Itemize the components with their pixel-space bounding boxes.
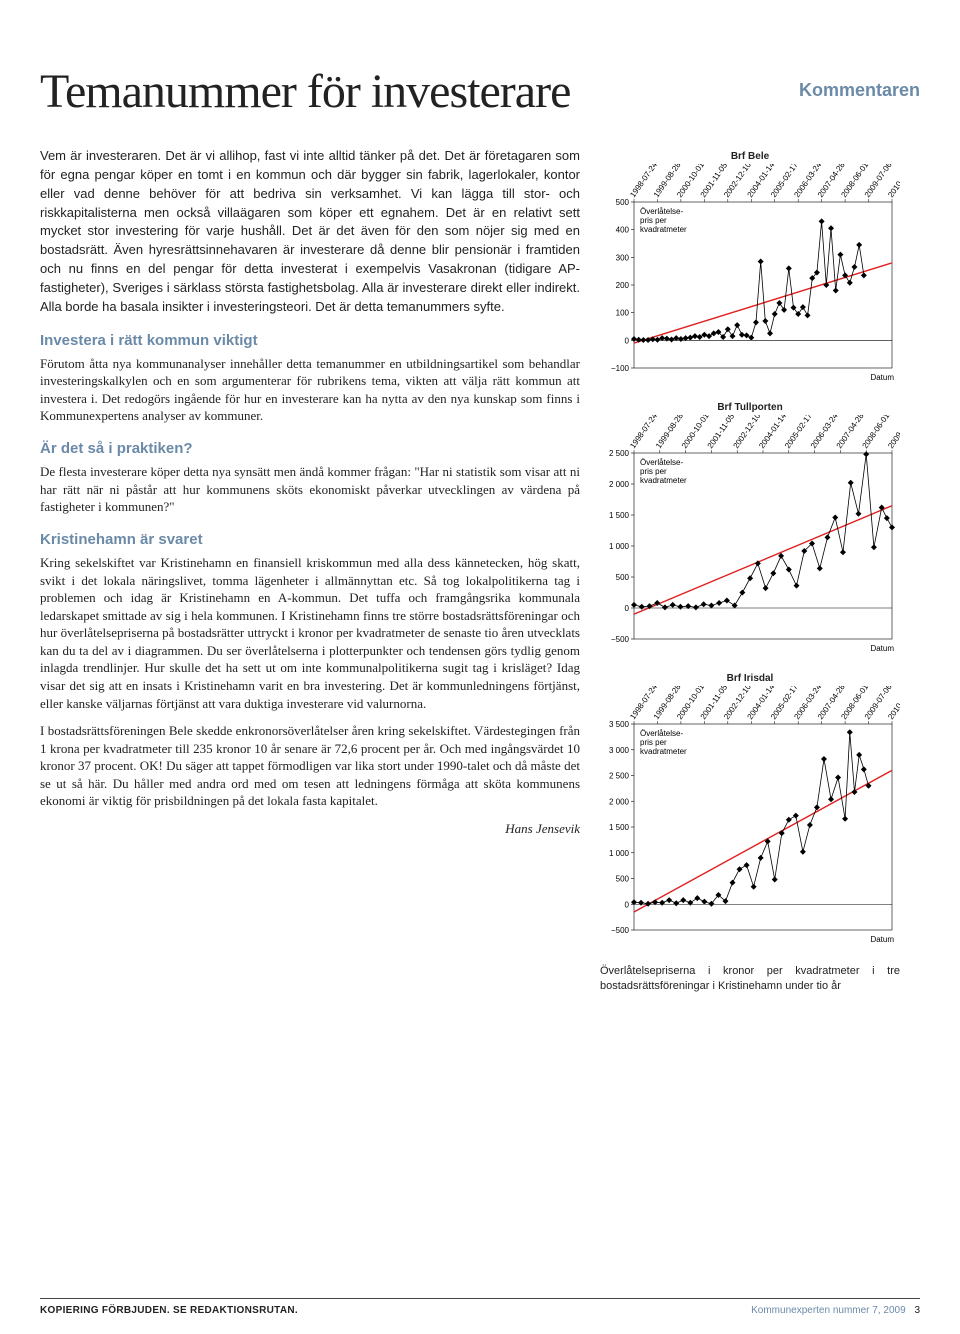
svg-text:kvadratmeter: kvadratmeter [640,747,687,756]
svg-text:Överlåtelse-: Överlåtelse- [640,729,683,738]
paragraph-3a: Kring sekelskiftet var Kristinehamn en f… [40,554,580,712]
svg-text:pris per: pris per [640,467,667,476]
svg-text:pris per: pris per [640,738,667,747]
svg-text:100: 100 [616,309,630,318]
svg-text:0: 0 [625,604,630,613]
svg-text:Datum: Datum [870,644,894,653]
svg-text:pris per: pris per [640,216,667,225]
footer-left-text: KOPIERING FÖRBJUDEN. SE REDAKTIONSRUTAN. [40,1305,298,1316]
svg-text:2 500: 2 500 [609,449,630,458]
paragraph-3b: I bostadsrättsföreningen Bele skedde enk… [40,722,580,810]
svg-text:1 000: 1 000 [609,849,630,858]
footer-issue: Kommunexperten nummer 7, 2009 [751,1305,906,1316]
subhead-2: Är det så i praktiken? [40,439,580,459]
svg-text:1 500: 1 500 [609,511,630,520]
svg-text:Datum: Datum [870,373,894,382]
subhead-1: Investera i rätt kommun viktigt [40,331,580,351]
svg-text:Överlåtelse-: Överlåtelse- [640,207,683,216]
chart-irisdal: Brf Irisdal −500 0 500 1 000 1 500 2 000 2 500… [600,673,900,946]
svg-text:Datum: Datum [870,935,894,944]
svg-text:−500: −500 [611,926,630,935]
text-column: Vem är investeraren. Det är vi allihop, … [40,147,580,995]
svg-text:−100: −100 [611,364,630,373]
svg-text:kvadratmeter: kvadratmeter [640,225,687,234]
content-columns: Vem är investeraren. Det är vi allihop, … [40,147,920,995]
paragraph-2: De flesta investerare köper detta nya sy… [40,463,580,516]
section-label: Kommentaren [799,80,920,101]
svg-text:500: 500 [616,875,630,884]
chart-bele: Brf Bele −10001002003004005001998-07-241… [600,151,900,384]
svg-text:Överlåtelse-: Överlåtelse- [640,458,683,467]
svg-text:3 000: 3 000 [609,746,630,755]
svg-text:2 000: 2 000 [609,797,630,806]
author-name: Hans Jensevik [40,820,580,838]
svg-text:0: 0 [625,900,630,909]
chart-irisdal-svg: −50005001 0001 5002 0002 5003 0003 50019… [600,686,900,946]
chart-bele-title: Brf Bele [600,151,900,162]
svg-text:300: 300 [616,253,630,262]
svg-text:1 500: 1 500 [609,823,630,832]
svg-text:2 000: 2 000 [609,480,630,489]
chart-tullporten-svg: −50005001 0001 5002 0002 5001998-07-2419… [600,415,900,655]
charts-caption: Överlåtelsepriserna i kronor per kvadrat… [600,964,900,995]
svg-text:500: 500 [616,573,630,582]
intro-paragraph: Vem är investeraren. Det är vi allihop, … [40,147,580,317]
svg-text:kvadratmeter: kvadratmeter [640,476,687,485]
chart-tullporten-title: Brf Tullporten [600,402,900,413]
chart-bele-svg: −10001002003004005001998-07-241999-08-28… [600,164,900,384]
svg-text:0: 0 [625,336,630,345]
svg-text:−500: −500 [611,635,630,644]
svg-text:400: 400 [616,226,630,235]
article-title: Temanummer för investerare [40,64,920,119]
svg-text:3 500: 3 500 [609,720,630,729]
chart-tullporten: Brf Tullporten −500 0 500 1 000 1 500 2 000 2 … [600,402,900,655]
svg-text:200: 200 [616,281,630,290]
chart-irisdal-title: Brf Irisdal [600,673,900,684]
subhead-3: Kristinehamn är svaret [40,530,580,550]
svg-text:2 500: 2 500 [609,772,630,781]
footer-right-text: Kommunexperten nummer 7, 2009 3 [751,1305,920,1316]
paragraph-1: Förutom åtta nya kommunanalyser innehåll… [40,355,580,425]
page-footer: KOPIERING FÖRBJUDEN. SE REDAKTIONSRUTAN.… [40,1298,920,1316]
svg-text:1 000: 1 000 [609,542,630,551]
charts-column: Brf Bele −10001002003004005001998-07-241… [600,147,920,995]
page-number: 3 [914,1305,920,1316]
svg-text:500: 500 [616,198,630,207]
